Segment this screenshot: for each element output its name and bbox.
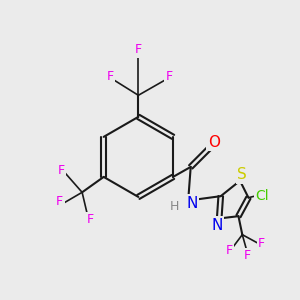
Text: F: F <box>56 195 63 208</box>
Text: N: N <box>187 196 198 211</box>
Text: F: F <box>244 249 251 262</box>
Text: O: O <box>208 135 220 150</box>
Text: F: F <box>106 70 113 83</box>
Text: Cl: Cl <box>256 189 269 203</box>
Text: F: F <box>135 44 142 56</box>
Text: F: F <box>258 237 265 250</box>
Text: F: F <box>166 70 173 83</box>
Text: F: F <box>58 164 65 177</box>
Text: S: S <box>237 167 247 182</box>
Text: F: F <box>86 213 93 226</box>
Text: N: N <box>211 218 223 233</box>
Text: F: F <box>226 244 233 256</box>
Text: H: H <box>170 200 179 213</box>
